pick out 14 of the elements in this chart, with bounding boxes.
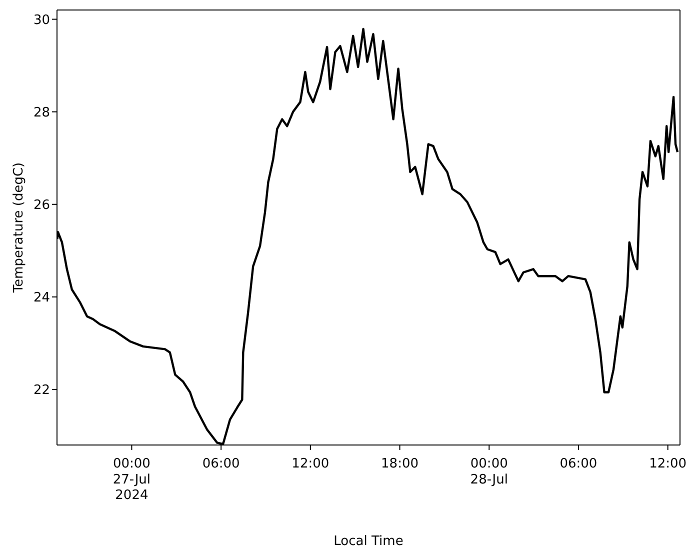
x-tick-label: 00:00 28-Jul [470, 456, 508, 488]
y-tick-label: 22 [33, 383, 50, 398]
x-tick-label: 12:00 [649, 456, 687, 472]
x-tick-label: 06:00 [202, 456, 240, 472]
y-tick-label: 30 [33, 12, 50, 28]
y-axis-title: Temperature (degC) [12, 162, 27, 294]
y-tick-label: 26 [33, 198, 50, 213]
x-axis-title: Local Time [334, 534, 404, 549]
y-tick-label: 24 [33, 290, 50, 306]
x-tick-label: 18:00 [381, 456, 419, 472]
y-tick-label: 28 [33, 105, 50, 120]
x-tick-label: 00:00 27-Jul 2024 [112, 456, 151, 503]
x-tick-label: 06:00 [560, 456, 598, 472]
x-tick-label: 12:00 [292, 456, 330, 472]
